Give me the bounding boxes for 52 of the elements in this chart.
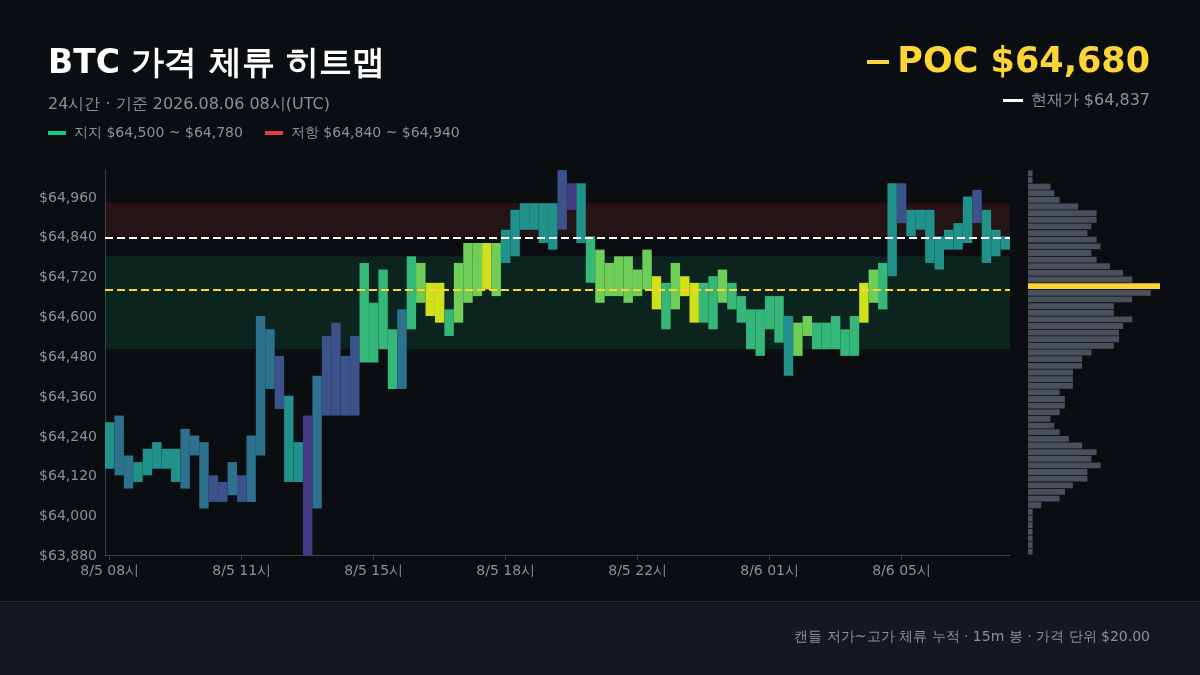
bar xyxy=(557,170,567,230)
bar xyxy=(482,243,492,290)
x-tick-label: 8/5 08시 xyxy=(80,562,140,578)
bar xyxy=(585,236,596,283)
x-tick-label: 8/6 05시 xyxy=(872,562,931,578)
legend-label: POC $64,680 xyxy=(896,40,1150,80)
bar xyxy=(227,462,237,496)
bar xyxy=(491,243,501,297)
chart-subtitle: 24시간 · 기준 2026.08.06 08시(UTC) xyxy=(48,94,330,115)
bar xyxy=(397,309,407,390)
bar xyxy=(406,256,417,330)
bar xyxy=(896,183,907,224)
y-tick-label: $64,600 xyxy=(39,308,97,325)
bar xyxy=(566,183,577,210)
bar xyxy=(416,262,426,303)
bar xyxy=(576,183,586,244)
bar xyxy=(312,375,322,509)
bar xyxy=(651,276,662,310)
bar xyxy=(868,269,879,303)
bar xyxy=(661,282,671,330)
bar xyxy=(972,189,982,224)
bar xyxy=(887,183,897,277)
y-tick-label: $64,360 xyxy=(39,387,97,404)
y-tick-label: $64,480 xyxy=(39,347,97,364)
legend-label: 지지 $64,500 ~ $64,780 xyxy=(73,124,243,142)
bar xyxy=(783,316,794,376)
bar xyxy=(717,269,728,303)
bar xyxy=(302,415,313,555)
x-tick-label: 8/5 22시 xyxy=(608,562,668,578)
bar xyxy=(236,475,247,502)
y-tick-label: $64,000 xyxy=(39,507,97,524)
legend-label: 현재가 $64,837 xyxy=(1029,90,1150,111)
x-tick-label: 8/5 15시 xyxy=(344,562,404,578)
y-tick-label: $64,120 xyxy=(39,467,97,484)
x-tick-label: 8/5 18시 xyxy=(476,562,536,578)
text: 캔들 저가~고가 체류 누적 · 15m 봉 · 가격 단위 $20.00 xyxy=(794,628,1150,646)
bar xyxy=(859,282,869,323)
y-tick-label: $64,240 xyxy=(39,427,97,444)
legend-label: 저항 $64,840 ~ $64,940 xyxy=(289,124,460,142)
x-tick-label: 8/6 01시 xyxy=(740,562,800,578)
y-tick-label: $63,880 xyxy=(39,547,97,563)
chart-title: BTC 가격 체류 히트맵 xyxy=(48,41,386,83)
bar xyxy=(274,355,285,409)
bar xyxy=(105,422,115,469)
y-tick-label: $64,840 xyxy=(39,228,97,245)
bar xyxy=(444,309,454,336)
x-tick-label: 8/5 11시 xyxy=(212,562,272,578)
bar xyxy=(670,262,681,310)
bar xyxy=(878,262,888,310)
bar xyxy=(1028,283,1160,290)
y-tick-label: $64,720 xyxy=(39,268,97,285)
y-tick-label: $64,960 xyxy=(39,188,97,205)
